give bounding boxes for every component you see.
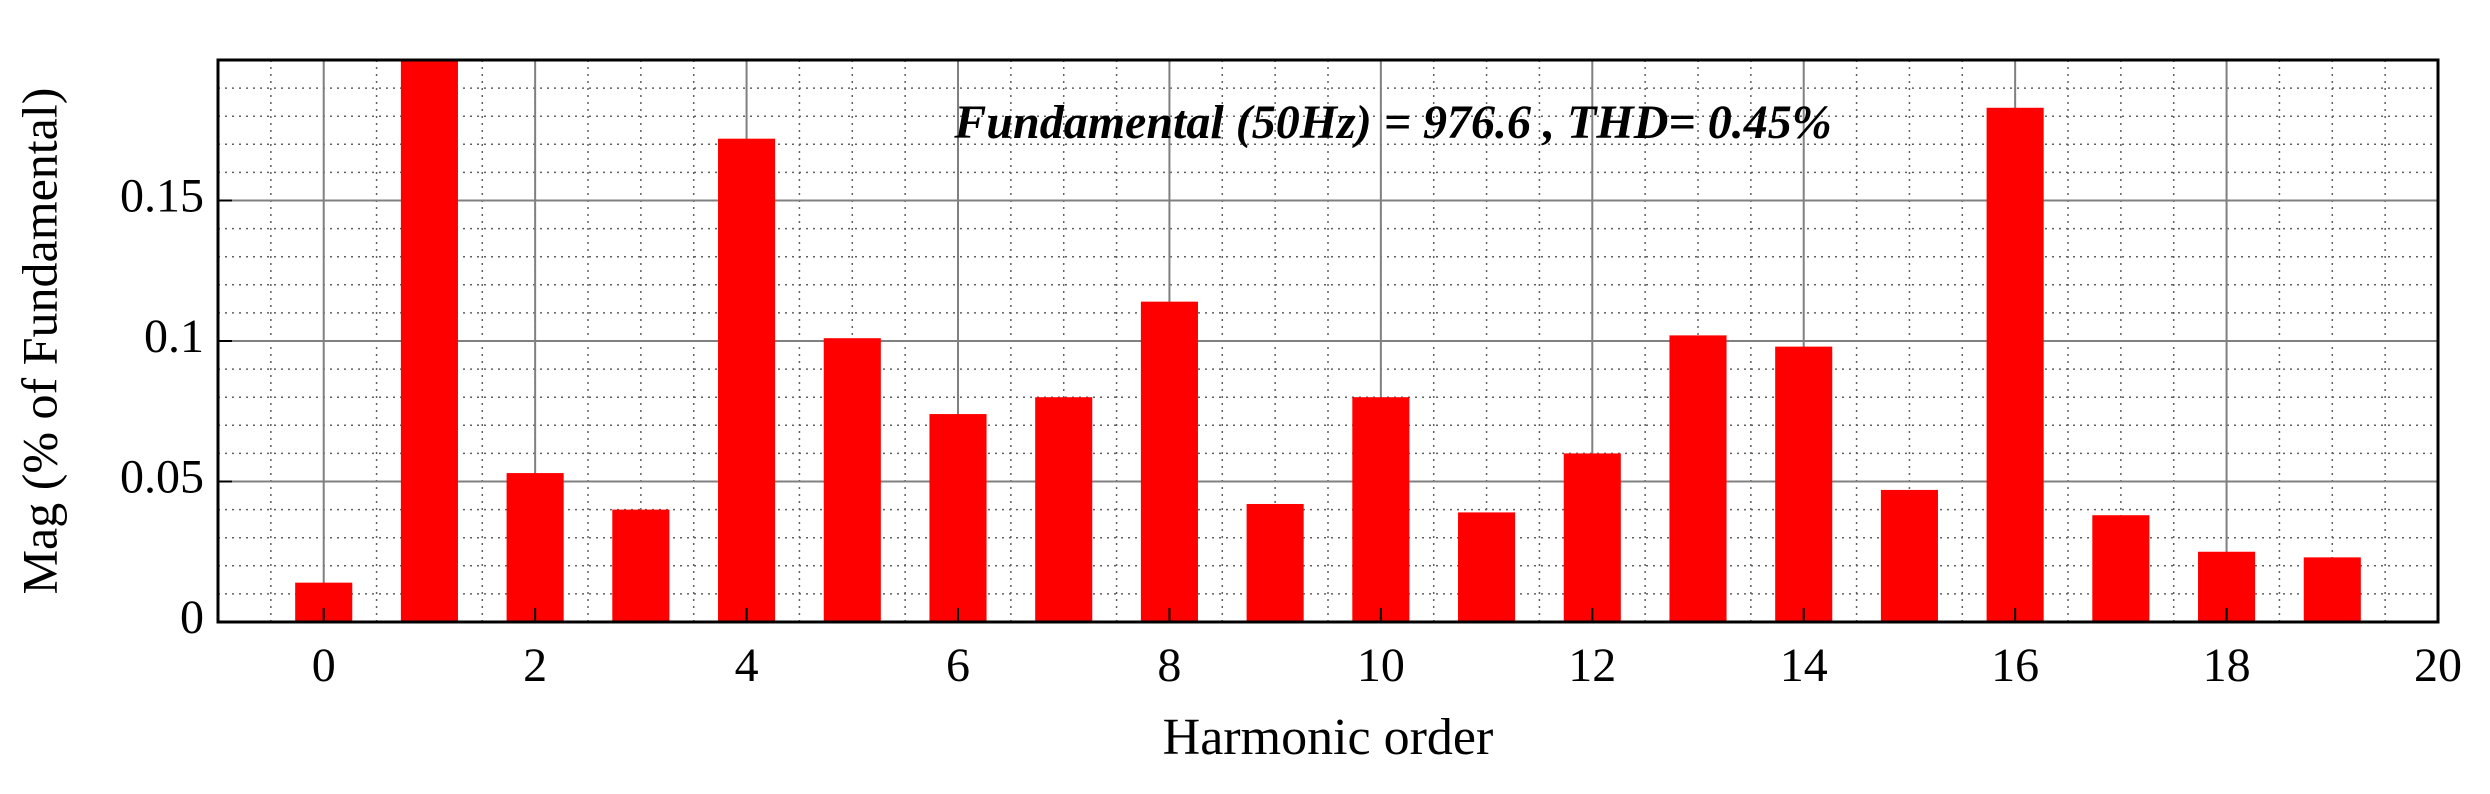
bar — [1458, 512, 1516, 622]
bar — [929, 414, 987, 622]
bar — [1880, 489, 1938, 622]
x-axis-label: Harmonic order — [1163, 709, 1494, 766]
bar — [612, 509, 670, 622]
bar — [718, 138, 776, 622]
y-tick-label: 0.15 — [120, 170, 204, 223]
x-tick-label: 18 — [2203, 639, 2251, 692]
bar — [823, 338, 881, 622]
y-axis-label: Mag (% of Fundamental) — [11, 88, 67, 595]
x-tick-label: 12 — [1568, 639, 1616, 692]
x-tick-label: 10 — [1357, 639, 1405, 692]
x-tick-label: 20 — [2414, 639, 2462, 692]
bar — [1035, 397, 1093, 622]
bar — [1775, 346, 1833, 622]
bars — [295, 60, 2361, 622]
y-tick-label: 0.05 — [120, 451, 204, 504]
x-tick-label: 14 — [1780, 639, 1828, 692]
bar — [1669, 335, 1727, 622]
bar — [1986, 107, 2044, 622]
x-tick-label: 2 — [523, 639, 547, 692]
x-tick-label: 6 — [946, 639, 970, 692]
y-tick-label: 0 — [180, 591, 204, 644]
bar — [1563, 453, 1621, 622]
x-tick-label: 16 — [1991, 639, 2039, 692]
bar — [1352, 397, 1410, 622]
bar — [400, 60, 458, 622]
bar — [1140, 301, 1198, 622]
y-tick-label: 0.1 — [144, 310, 204, 363]
bar — [2092, 515, 2150, 622]
bar — [2303, 557, 2361, 622]
x-tick-label: 8 — [1157, 639, 1181, 692]
bar — [1246, 503, 1304, 622]
x-tick-label: 0 — [312, 639, 336, 692]
x-tick-label: 4 — [735, 639, 759, 692]
bar — [506, 473, 564, 622]
annotation: Fundamental (50Hz) = 976.6 , THD= 0.45% — [953, 96, 1831, 149]
